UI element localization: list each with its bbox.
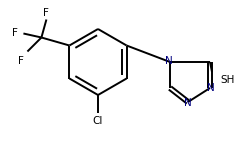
Text: F: F — [18, 55, 24, 66]
Text: F: F — [44, 8, 49, 18]
Text: SH: SH — [220, 75, 234, 85]
Text: N: N — [207, 83, 215, 93]
Text: Cl: Cl — [93, 116, 103, 126]
Text: N: N — [165, 56, 173, 66]
Text: N: N — [184, 98, 192, 108]
Text: F: F — [13, 29, 18, 38]
